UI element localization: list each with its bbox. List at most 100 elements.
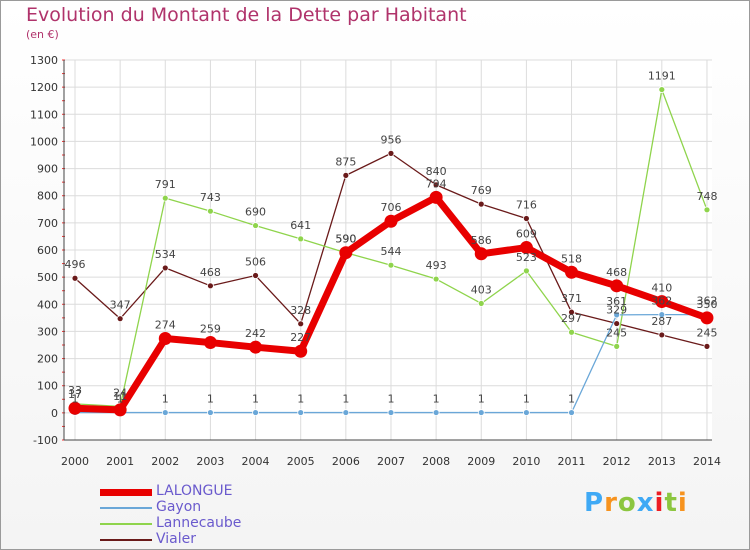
x-tick-label: 2008 [422, 455, 450, 468]
y-tick-label: 800 [37, 190, 58, 203]
y-tick-label: 200 [37, 353, 58, 366]
data-point-vialer [161, 264, 169, 272]
data-label-lalongue: 259 [200, 323, 221, 336]
proxiti-logo: Proxiti [584, 488, 688, 518]
data-point-lannecaube [658, 86, 666, 93]
grid-layer [64, 59, 712, 441]
logo-letter: x [636, 488, 655, 518]
data-label-gayon: 1 [433, 393, 440, 406]
x-tick-label: 2004 [242, 455, 270, 468]
data-point-vialer [523, 215, 530, 222]
data-label-lalongue: 609 [516, 228, 537, 241]
data-label-gayon: 1 [207, 393, 214, 406]
data-label-lannecaube: 743 [200, 191, 221, 204]
data-point-lalongue [203, 336, 217, 350]
data-point-lannecaube [613, 342, 621, 350]
logo-letter: i [677, 488, 688, 518]
data-label-lannecaube: 403 [471, 283, 492, 296]
data-label-lalongue: 11 [113, 390, 127, 403]
data-point-gayon [523, 409, 530, 416]
data-point-gayon [252, 409, 259, 416]
data-point-gayon [297, 409, 305, 416]
x-tick-label: 2014 [693, 455, 721, 468]
data-label-lannecaube: 1191 [648, 70, 676, 83]
data-point-lalongue [68, 401, 82, 415]
data-point-lannecaube [477, 300, 485, 307]
data-point-gayon [342, 409, 350, 416]
data-point-vialer [613, 320, 621, 327]
data-label-lalongue: 242 [245, 327, 266, 340]
x-tick-label: 2001 [106, 455, 134, 468]
data-point-gayon [658, 311, 666, 319]
legend-swatch [100, 539, 152, 541]
legend-label: Lannecaube [156, 515, 242, 531]
y-tick-label: 1100 [30, 108, 58, 121]
data-point-lannecaube [207, 207, 214, 215]
data-label-gayon: 1 [342, 393, 349, 406]
data-label-gayon: 1 [117, 393, 124, 406]
y-tick-label: 0 [51, 407, 58, 420]
data-point-gayon [161, 409, 169, 416]
data-point-lalongue [429, 190, 443, 204]
data-label-gayon: 1 [72, 393, 79, 406]
data-point-lalongue [249, 340, 263, 354]
data-label-lannecaube: 297 [561, 312, 582, 325]
data-point-vialer [71, 274, 79, 282]
data-point-gayon [568, 409, 575, 416]
data-label-vialer: 245 [696, 326, 717, 339]
data-point-vialer [342, 171, 350, 179]
legend-swatch [100, 507, 152, 509]
y-tick-label: 600 [37, 244, 58, 257]
data-label-lannecaube: 690 [245, 206, 266, 219]
y-tick-label: 400 [37, 298, 58, 311]
data-point-vialer [432, 181, 440, 189]
data-point-lannecaube [297, 235, 305, 243]
data-label-vialer: 496 [65, 258, 86, 271]
data-label-gayon: 1 [478, 393, 485, 406]
x-tick-label: 2011 [558, 455, 586, 468]
data-label-gayon: 1 [568, 393, 575, 406]
data-label-vialer: 840 [426, 165, 447, 178]
y-tick-label: 1000 [30, 135, 58, 148]
data-point-gayon [387, 409, 395, 416]
x-tick-label: 2007 [377, 455, 405, 468]
data-point-lannecaube [703, 206, 711, 214]
data-point-lalongue [655, 295, 669, 309]
data-label-lalongue: 706 [380, 201, 401, 214]
data-label-lalongue: 586 [471, 234, 492, 247]
data-label-vialer: 956 [380, 133, 401, 146]
logo-letter: r [604, 488, 618, 518]
x-tick-label: 2002 [151, 455, 179, 468]
label-layer: 496 347 534 468 506 328 875 956 840 769 716 371 329 2… [65, 70, 718, 406]
logo-letter: i [654, 488, 665, 518]
data-point-gayon [432, 409, 440, 416]
data-label-lannecaube: 493 [426, 259, 447, 272]
data-label-lannecaube: 641 [290, 219, 311, 232]
data-point-vialer [568, 308, 575, 316]
y-tick-label: 700 [37, 217, 58, 230]
data-label-vialer: 875 [335, 155, 356, 168]
data-point-vialer [252, 272, 259, 279]
data-label-gayon: 1 [297, 393, 304, 406]
data-point-lannecaube [387, 261, 395, 269]
data-label-vialer: 506 [245, 256, 266, 269]
data-point-vialer [477, 200, 485, 208]
data-label-lannecaube: 523 [516, 251, 537, 264]
logo-letter: t [664, 488, 678, 518]
y-tick-label: -100 [33, 434, 58, 447]
data-label-lannecaube: 791 [155, 178, 176, 191]
y-tick-label: 300 [37, 325, 58, 338]
data-point-lalongue [565, 265, 579, 279]
data-point-lalongue [519, 241, 533, 255]
data-label-lannecaube: 24 [113, 386, 127, 399]
data-point-vialer [116, 315, 124, 323]
data-label-lalongue: 17 [68, 388, 82, 401]
y-tick-label: 1300 [30, 54, 58, 67]
data-label-lannecaube: 748 [696, 190, 717, 203]
y-tick-label: 900 [37, 163, 58, 176]
data-label-gayon: 362 [696, 295, 717, 308]
data-label-vialer: 347 [110, 299, 131, 312]
data-label-vialer: 769 [471, 184, 492, 197]
data-label-lalongue: 468 [606, 266, 627, 279]
